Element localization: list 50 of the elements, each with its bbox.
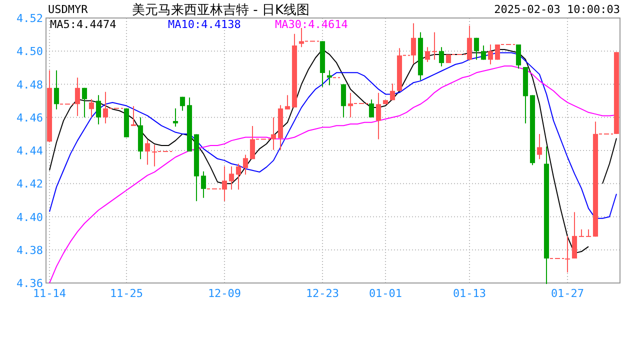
- y-tick-label: 4.40: [16, 210, 43, 224]
- x-tick-label: 01-27: [550, 287, 584, 300]
- text: 2025-02-03 10:00:03: [494, 3, 620, 16]
- candlestick: [586, 228, 592, 237]
- candlestick: [180, 96, 186, 112]
- text: MA30:4.4614: [275, 18, 348, 31]
- text: MA5:4.4474: [50, 18, 117, 31]
- candlestick: [516, 44, 522, 70]
- candlestick: [228, 166, 234, 190]
- y-tick-label: 4.50: [16, 45, 43, 58]
- x-tick-label: 01-01: [368, 287, 402, 300]
- y-tick-label: 4.38: [16, 244, 43, 257]
- candlestick: [488, 44, 494, 65]
- candlestick: [390, 83, 396, 101]
- text: MA10:4.4138: [168, 18, 241, 31]
- candlestick: [424, 46, 430, 63]
- candlestick: [242, 154, 248, 176]
- candlestick: [368, 98, 374, 118]
- candlestick: [340, 84, 346, 118]
- x-tick-label: 01-13: [452, 287, 486, 300]
- candlestick: [376, 92, 382, 140]
- candlestick: [54, 70, 60, 110]
- x-tick-label: 12-23: [306, 287, 340, 300]
- candlestick: [284, 94, 290, 110]
- candlestick: [438, 46, 444, 67]
- x-tick-label: 11-25: [110, 287, 144, 300]
- candlestick: [130, 106, 136, 126]
- chart-title: 美元马来西亚林吉特 - 日K线图: [132, 2, 310, 18]
- candlestick: [432, 32, 438, 60]
- x-tick-label: 11-14: [32, 287, 66, 300]
- candlestick: [88, 98, 94, 118]
- candlestick: [172, 108, 178, 128]
- candlestick: [144, 139, 150, 166]
- y-tick-label: 4.48: [16, 78, 43, 92]
- candlestick: [572, 212, 578, 259]
- y-tick-label: 4.46: [16, 111, 43, 124]
- y-tick-label: 4.36: [16, 277, 43, 290]
- candlestick: [236, 163, 242, 190]
- candlestick: [480, 44, 486, 60]
- candlestick: [578, 228, 584, 237]
- candlestick: [536, 133, 542, 160]
- y-tick-label: 4.52: [16, 12, 43, 25]
- x-tick-label: 12-09: [208, 287, 242, 300]
- candlestick: [474, 37, 480, 60]
- y-tick-label: 4.44: [16, 144, 44, 158]
- candlestick: [96, 94, 102, 125]
- y-tick-label: 4.42: [16, 178, 43, 191]
- candlestick: [82, 87, 88, 118]
- candlestick: [200, 170, 206, 198]
- chart-subtitle: USDMYR: [48, 3, 88, 16]
